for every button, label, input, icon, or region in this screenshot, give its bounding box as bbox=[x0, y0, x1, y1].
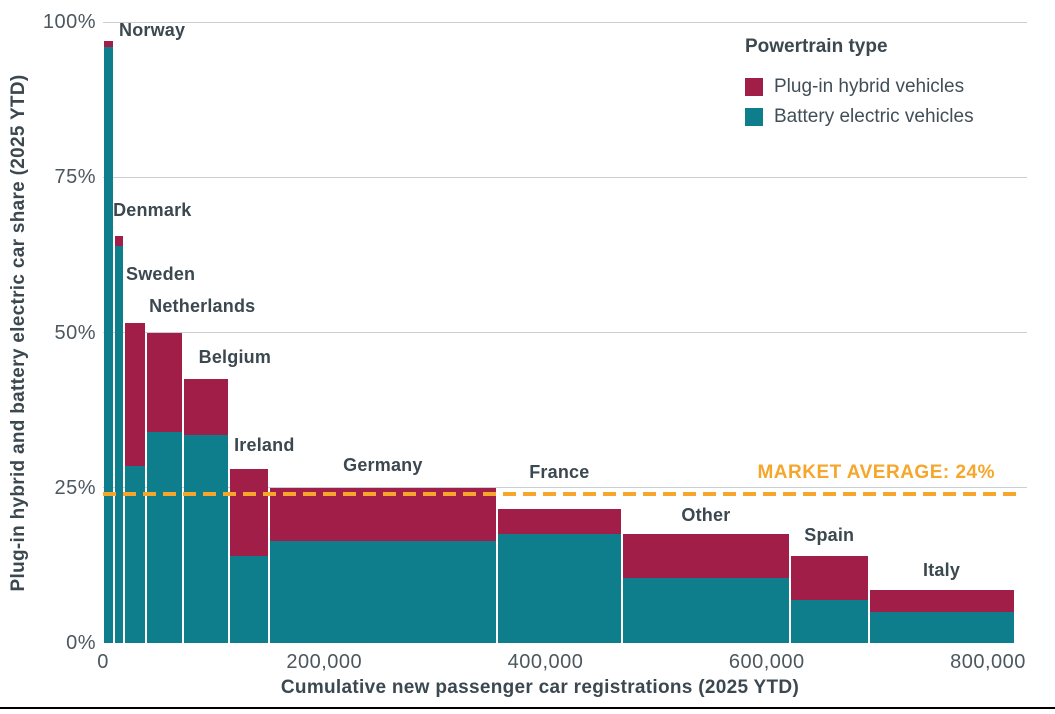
x-tick-label: 0 bbox=[97, 651, 109, 673]
y-tick-label: 100% bbox=[42, 11, 96, 33]
bar-bev-other bbox=[622, 577, 789, 643]
gridline-50 bbox=[103, 332, 1027, 333]
country-label-italy: Italy bbox=[923, 560, 961, 581]
gridline-75 bbox=[103, 176, 1027, 178]
bar-phev-italy bbox=[869, 590, 1014, 612]
bar-phev-norway bbox=[104, 40, 114, 47]
bar-phev-sweden bbox=[125, 323, 146, 466]
country-label-belgium: Belgium bbox=[198, 347, 272, 368]
bar-bev-ireland bbox=[230, 556, 268, 643]
legend-item-phev: Plug-in hybrid vehicles bbox=[745, 72, 974, 102]
legend-item-label: Plug-in hybrid vehicles bbox=[774, 76, 965, 97]
bar-bev-italy bbox=[869, 611, 1014, 643]
country-label-norway: Norway bbox=[119, 19, 186, 40]
x-axis-title: Cumulative new passenger car registratio… bbox=[280, 677, 800, 698]
bar-phev-belgium bbox=[183, 379, 229, 435]
bar-bev-france bbox=[497, 534, 621, 643]
bar-bev-germany bbox=[269, 540, 496, 643]
gridline-100 bbox=[103, 21, 1027, 23]
y-axis-title: Plug-in hybrid and battery electric car … bbox=[8, 74, 29, 592]
bar-phev-spain bbox=[790, 556, 868, 600]
legend-item-bev: Battery electric vehicles bbox=[745, 102, 974, 132]
bar-phev-germany bbox=[269, 487, 496, 541]
market-average-label: MARKET AVERAGE: 24% bbox=[757, 462, 995, 483]
country-label-france: France bbox=[529, 462, 590, 483]
legend-swatch-icon bbox=[745, 108, 763, 126]
country-label-sweden: Sweden bbox=[126, 264, 196, 285]
country-label-ireland: Ireland bbox=[234, 435, 295, 456]
bar-phev-denmark bbox=[115, 236, 124, 246]
bar-phev-ireland bbox=[230, 469, 268, 557]
y-tick-label: 0% bbox=[66, 632, 96, 654]
country-label-other: Other bbox=[681, 505, 731, 526]
bar-phev-other bbox=[622, 534, 789, 578]
bottom-rule bbox=[0, 707, 1055, 709]
bar-bev-netherlands bbox=[147, 431, 182, 643]
bar-phev-netherlands bbox=[147, 332, 182, 432]
y-tick-label: 25% bbox=[54, 476, 96, 499]
country-label-netherlands: Netherlands bbox=[149, 295, 256, 316]
market-average-dashed-line bbox=[103, 491, 1018, 496]
legend-title: Powertrain type bbox=[745, 36, 888, 57]
x-tick-label: 400,000 bbox=[507, 651, 584, 673]
bar-bev-spain bbox=[790, 599, 868, 643]
country-label-germany: Germany bbox=[343, 454, 423, 475]
legend-items: Plug-in hybrid vehicles Battery electric … bbox=[745, 72, 974, 132]
country-label-spain: Spain bbox=[804, 525, 855, 546]
x-tick-label: 600,000 bbox=[728, 651, 805, 673]
gridline-25 bbox=[103, 487, 1027, 489]
bar-bev-denmark bbox=[115, 245, 124, 643]
country-label-denmark: Denmark bbox=[113, 200, 192, 221]
x-tick-label: 200,000 bbox=[286, 651, 363, 673]
bar-bev-sweden bbox=[125, 466, 146, 643]
bar-phev-france bbox=[497, 509, 621, 535]
y-tick-label: 50% bbox=[54, 321, 96, 344]
bar-bev-belgium bbox=[183, 434, 229, 643]
legend-item-label: Battery electric vehicles bbox=[774, 106, 974, 127]
bar-bev-norway bbox=[104, 46, 114, 643]
legend-swatch-icon bbox=[745, 78, 763, 96]
legend: Powertrain type Plug-in hybrid vehicles B… bbox=[745, 36, 974, 132]
x-tick-label: 800,000 bbox=[950, 651, 1026, 673]
y-tick-label: 75% bbox=[54, 166, 96, 189]
